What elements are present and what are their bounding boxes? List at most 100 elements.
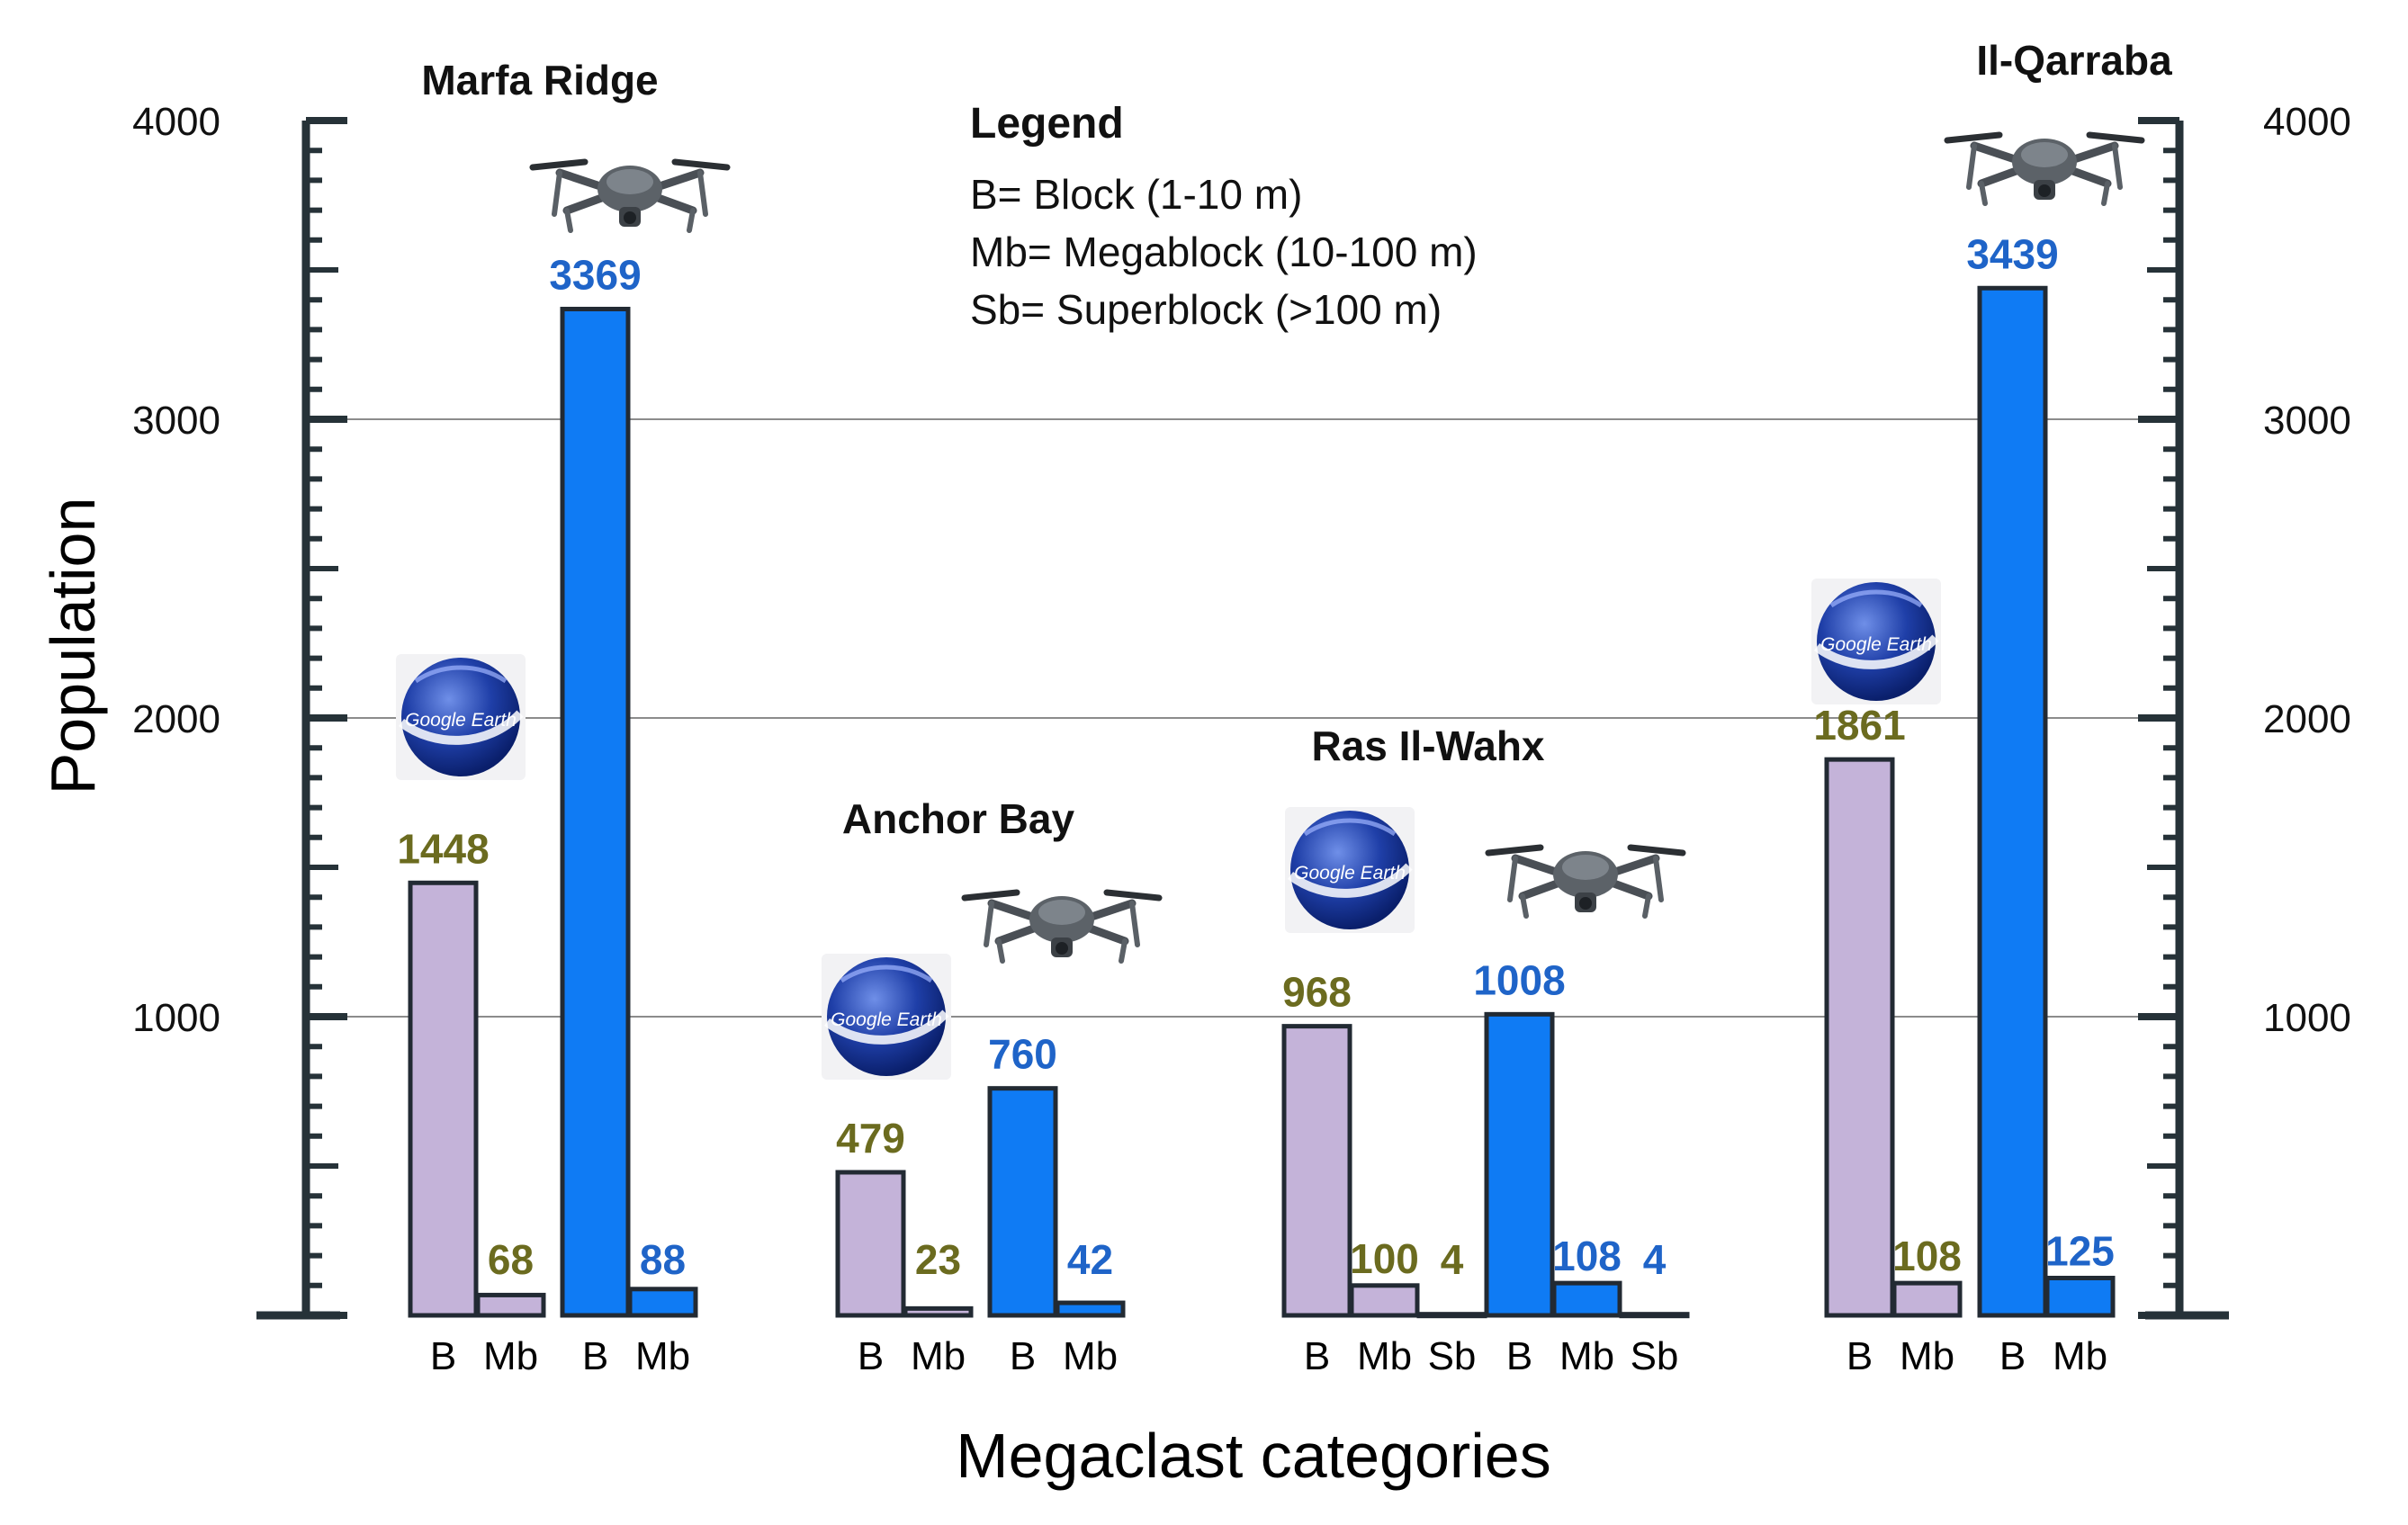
right-axis-tick-label: 3000: [2263, 399, 2351, 443]
labels: 1000 2000 3000 4000 1000 2000 3000 4000 Populati…: [38, 37, 2351, 1491]
category-label: B: [430, 1334, 456, 1378]
left-axis-tick-label: 3000: [132, 399, 220, 443]
globe-highlight: [1303, 818, 1397, 837]
globe-text: Google Earth: [1820, 634, 1932, 655]
right-axis-tick-label: 4000: [2263, 100, 2351, 144]
x-axis-title: Megaclast categories: [956, 1421, 1550, 1491]
bar-b: [835, 1170, 906, 1318]
globe-swoosh: [1287, 863, 1413, 898]
left-axis-tick-label: 1000: [132, 996, 220, 1040]
bar-sb: [1619, 1312, 1690, 1319]
globe-highlight: [414, 665, 508, 684]
drone-icon: [533, 162, 727, 230]
globe-sphere: [1817, 582, 1936, 701]
globe-highlight: [1829, 589, 1923, 608]
globe-swoosh: [1813, 634, 1939, 669]
bar-mb: [2044, 1276, 2116, 1318]
left-axis-tick-label: 2000: [132, 697, 220, 741]
bar-mb: [627, 1287, 698, 1318]
bar-mb: [1055, 1300, 1126, 1318]
site-title: Marfa Ridge: [421, 57, 658, 103]
bar-mb: [1551, 1280, 1622, 1318]
value-label: 1861: [1813, 702, 1905, 749]
legend-entry: Sb= Superblock (>100 m): [970, 286, 1442, 333]
category-label: Mb: [911, 1334, 966, 1378]
category-label: Mb: [1357, 1334, 1412, 1378]
category-label: Mb: [1063, 1334, 1118, 1378]
value-label: 68: [488, 1236, 534, 1283]
bar-b: [408, 880, 479, 1318]
globe-sphere: [401, 658, 520, 776]
axes: [256, 117, 2229, 1320]
drone-shape: [1947, 135, 2142, 203]
category-label: B: [1846, 1334, 1873, 1378]
value-label: 108: [1552, 1233, 1622, 1279]
globe-icon: Google Earth: [822, 954, 951, 1080]
bar-b: [1977, 285, 2048, 1318]
value-label: 4: [1643, 1236, 1667, 1283]
bar-mb: [475, 1292, 546, 1318]
value-label: 968: [1282, 969, 1352, 1016]
left-axis-tick-label: 4000: [132, 100, 220, 144]
globe-text: Google Earth: [1294, 863, 1406, 884]
icons: Google Earth Google Earth Google Earth Goog…: [396, 135, 2142, 1080]
right-axis-tick-label: 2000: [2263, 697, 2351, 741]
drone-icon: [1947, 135, 2142, 203]
legend-entry: Mb= Megablock (10-100 m): [970, 229, 1478, 275]
category-label: Mb: [635, 1334, 690, 1378]
value-label: 3369: [549, 251, 641, 298]
category-label: B: [582, 1334, 608, 1378]
globe-icon: Google Earth: [396, 654, 526, 780]
value-label: 23: [915, 1236, 961, 1283]
bar-mb: [903, 1305, 974, 1318]
value-label: 42: [1067, 1236, 1113, 1283]
value-label: 479: [836, 1115, 905, 1162]
drone-icon: [965, 893, 1159, 961]
globe-text: Google Earth: [405, 710, 517, 731]
legend-entry: B= Block (1-10 m): [970, 171, 1302, 218]
category-label: Sb: [1428, 1334, 1477, 1378]
site-title: Il-Qarraba: [1976, 37, 2172, 84]
value-label: 108: [1892, 1233, 1962, 1279]
category-label: Mb: [2053, 1334, 2107, 1378]
value-label: 760: [988, 1031, 1057, 1078]
globe-icon: Google Earth: [1811, 579, 1941, 704]
category-label: Sb: [1631, 1334, 1679, 1378]
y-axis-title: Population: [38, 498, 108, 795]
bars: [408, 285, 2116, 1319]
globe-sphere: [1290, 811, 1409, 929]
bar-b: [1824, 757, 1895, 1318]
bar-sb: [1416, 1312, 1487, 1319]
bar-b: [1484, 1011, 1555, 1318]
value-label: 1448: [397, 825, 489, 872]
value-label: 3439: [1966, 230, 2058, 277]
category-label: Mb: [1900, 1334, 1954, 1378]
value-label: 125: [2045, 1228, 2115, 1275]
bar-b: [987, 1086, 1058, 1318]
bar-mb: [1891, 1280, 1963, 1318]
globe-sphere: [827, 957, 946, 1076]
drone-shape: [965, 893, 1159, 961]
category-label: B: [1506, 1334, 1532, 1378]
globe-icon: Google Earth: [1285, 807, 1415, 933]
category-label: Mb: [1559, 1334, 1614, 1378]
value-label: 88: [640, 1236, 686, 1283]
globe-highlight: [840, 964, 933, 983]
value-label: 1008: [1473, 956, 1565, 1003]
drone-shape: [533, 162, 727, 230]
globe-text: Google Earth: [831, 1009, 942, 1030]
value-label: 100: [1350, 1235, 1419, 1282]
bar-b: [560, 306, 631, 1318]
site-title: Ras Il-Wahx: [1311, 722, 1544, 769]
bar-mb: [1349, 1283, 1420, 1318]
drone-shape: [1488, 848, 1683, 916]
category-label: B: [1010, 1334, 1036, 1378]
drone-icon: [1488, 848, 1683, 916]
site-title: Anchor Bay: [842, 795, 1075, 842]
bar-b: [1281, 1024, 1352, 1318]
value-label: 4: [1441, 1236, 1464, 1283]
category-label: B: [1999, 1334, 2026, 1378]
right-axis-tick-label: 1000: [2263, 996, 2351, 1040]
